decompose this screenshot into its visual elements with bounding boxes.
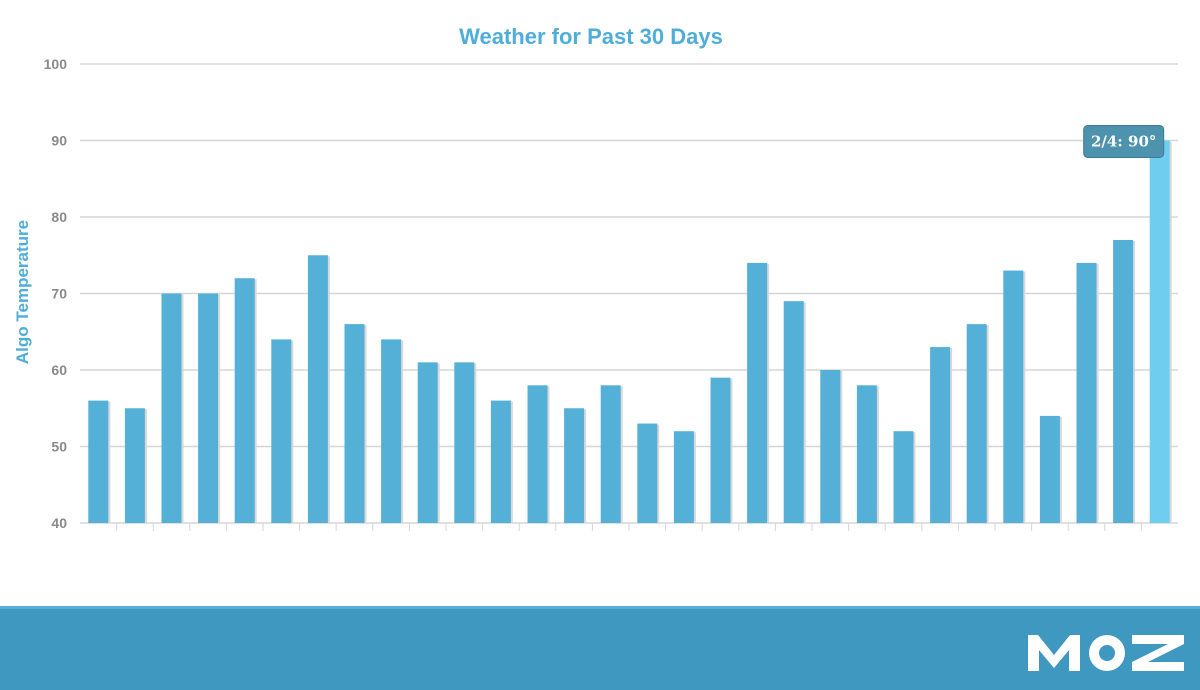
chart-title: Weather for Past 30 Days — [459, 24, 723, 49]
bar[interactable] — [747, 262, 768, 523]
bar[interactable] — [271, 339, 292, 523]
bar[interactable] — [820, 370, 841, 523]
bar[interactable] — [1113, 239, 1134, 523]
bar[interactable] — [856, 385, 877, 523]
y-axis-ticks: 40 50 60 70 80 90 100 — [44, 56, 68, 531]
bar[interactable] — [344, 324, 365, 523]
bar[interactable] — [490, 400, 511, 523]
y-tick-label: 50 — [51, 439, 67, 455]
bar[interactable] — [783, 301, 804, 523]
y-axis-label: Algo Temperature — [13, 220, 32, 364]
bar[interactable] — [307, 255, 328, 523]
bar[interactable] — [1076, 262, 1097, 523]
bar[interactable] — [1039, 415, 1060, 523]
bar[interactable] — [234, 278, 255, 523]
bar[interactable] — [564, 408, 585, 523]
tooltip-box — [1083, 125, 1165, 158]
bar[interactable] — [673, 431, 694, 523]
bar[interactable] — [1149, 140, 1170, 524]
tooltip: 2/4: 90° — [1083, 125, 1165, 158]
bar[interactable] — [88, 400, 109, 523]
moz-logo-icon — [1028, 635, 1184, 671]
y-tick-label: 100 — [44, 56, 68, 72]
x-axis-ticks — [116, 523, 1142, 531]
bar[interactable] — [124, 408, 145, 523]
y-tick-label: 70 — [51, 286, 67, 302]
gridlines — [80, 63, 1178, 524]
bar[interactable] — [637, 423, 658, 523]
y-tick-label: 80 — [51, 209, 67, 225]
footer-bar — [0, 606, 1200, 690]
bar[interactable] — [710, 377, 731, 523]
bar[interactable] — [161, 293, 182, 524]
chart: Weather for Past 30 Days 40 50 60 70 80 90 100… — [13, 24, 1178, 531]
bar[interactable] — [527, 385, 548, 523]
y-tick-label: 90 — [51, 133, 67, 149]
bar[interactable] — [930, 347, 951, 523]
bars — [88, 140, 1172, 524]
bar[interactable] — [381, 339, 402, 523]
bar[interactable] — [1003, 270, 1024, 523]
bar[interactable] — [893, 431, 914, 523]
tooltip-text: 2/4: 90° — [1091, 133, 1157, 151]
bar[interactable] — [198, 293, 219, 524]
y-tick-label: 60 — [51, 362, 67, 378]
y-tick-label: 40 — [51, 515, 67, 531]
bar[interactable] — [966, 324, 987, 523]
bar[interactable] — [454, 362, 475, 523]
bar[interactable] — [417, 362, 438, 523]
bar[interactable] — [600, 385, 621, 523]
